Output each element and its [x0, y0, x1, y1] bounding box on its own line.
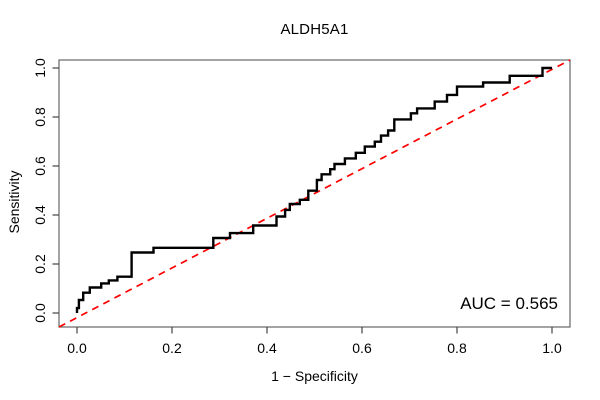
x-axis-title: 1 − Specificity	[271, 368, 358, 384]
x-tick-label: 0.2	[162, 340, 182, 356]
chart-title: ALDH5A1	[280, 21, 349, 38]
x-tick-label: 0.8	[447, 340, 467, 356]
chance-diagonal-line	[58, 59, 571, 328]
roc-curve-line	[75, 66, 552, 313]
y-tick-label: 0.8	[32, 107, 48, 127]
y-axis-title: Sensitivity	[6, 170, 22, 234]
y-tick-label: 0.6	[32, 156, 48, 176]
x-tick-label: 0.0	[67, 340, 87, 356]
x-tick-label: 1.0	[542, 340, 562, 356]
auc-annotation: AUC = 0.565	[460, 294, 558, 313]
y-tick-label: 1.0	[32, 58, 48, 78]
y-tick-label: 0.4	[32, 205, 48, 225]
y-tick-label: 0.0	[32, 303, 48, 323]
x-tick-label: 0.6	[352, 340, 372, 356]
x-tick-label: 0.4	[257, 340, 277, 356]
plot-box-border	[58, 59, 571, 328]
y-tick-label: 0.2	[32, 254, 48, 274]
